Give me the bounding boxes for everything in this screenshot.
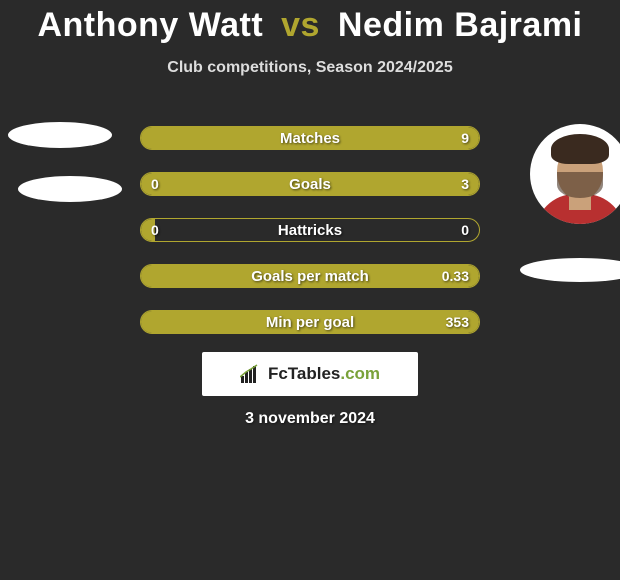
comparison-title: Anthony Watt vs Nedim Bajrami (0, 0, 620, 45)
player2-name: Nedim Bajrami (338, 6, 583, 44)
stat-row: Min per goal353 (140, 310, 480, 334)
stat-value-left: 0 (141, 219, 169, 241)
stat-row: Goals per match0.33 (140, 264, 480, 288)
stat-bar: Matches9 (140, 126, 480, 150)
stat-value-right: 3 (451, 173, 479, 195)
stat-bar: Hattricks0 0 (140, 218, 480, 242)
stat-label: Min per goal (141, 311, 479, 333)
subtitle: Club competitions, Season 2024/2025 (0, 59, 620, 77)
stat-label: Matches (141, 127, 479, 149)
stat-label: Goals per match (141, 265, 479, 287)
stat-bar: Min per goal353 (140, 310, 480, 334)
player1-avatar-shadow (18, 176, 122, 202)
stat-label: Goals (141, 173, 479, 195)
stat-bar: Goals0 3 (140, 172, 480, 196)
player2-avatar-shadow (520, 258, 620, 282)
brand-text: FcTables.com (268, 364, 380, 384)
stat-value-right: 0.33 (432, 265, 479, 287)
stat-row: Hattricks0 0 (140, 218, 480, 242)
stat-value-left: 0 (141, 173, 169, 195)
stat-value-right: 0 (451, 219, 479, 241)
player1-avatar (8, 122, 112, 148)
stat-value-right: 353 (436, 311, 479, 333)
stat-bar: Goals per match0.33 (140, 264, 480, 288)
player1-name: Anthony Watt (37, 6, 263, 44)
player2-avatar (530, 124, 620, 224)
stat-value-right: 9 (451, 127, 479, 149)
brand-bars-icon (240, 364, 262, 384)
stat-label: Hattricks (141, 219, 479, 241)
stat-row: Matches9 (140, 126, 480, 150)
vs-label: vs (281, 6, 320, 44)
stat-row: Goals0 3 (140, 172, 480, 196)
snapshot-date: 3 november 2024 (0, 410, 620, 428)
brand-watermark: FcTables.com (202, 352, 418, 396)
